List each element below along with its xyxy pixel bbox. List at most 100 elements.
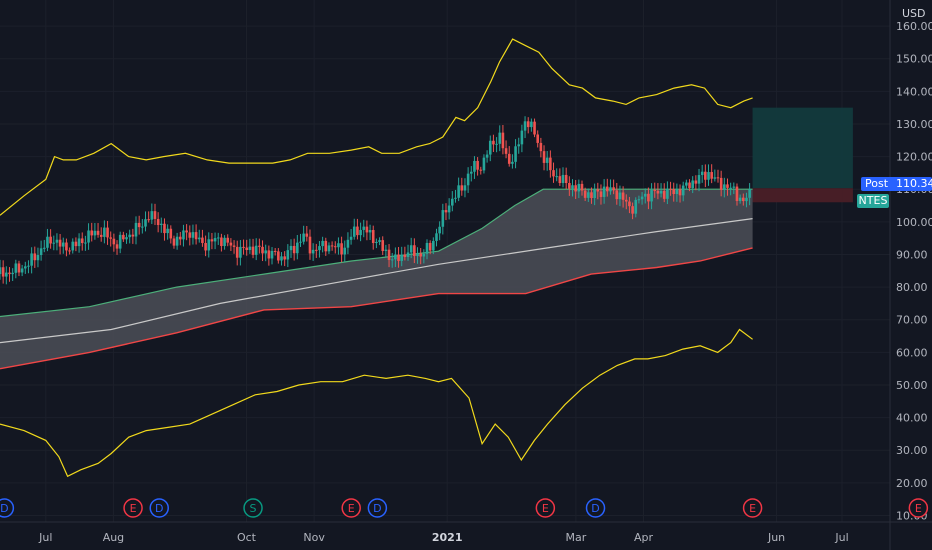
candle-body [669, 188, 672, 190]
candle-body [229, 242, 233, 246]
price-tick-label: 20.00 [896, 477, 928, 490]
candle-body [11, 272, 14, 275]
candle-body [394, 254, 397, 260]
candle-body [413, 245, 416, 257]
event-marker-circle [367, 498, 388, 518]
candle-body [609, 187, 612, 192]
candle-body [643, 193, 647, 197]
candle-body [39, 248, 43, 256]
candle-body [103, 227, 106, 237]
candle-body [349, 236, 353, 240]
candle-body [36, 255, 40, 261]
inner-lower-band-line [0, 247, 753, 370]
candle-body [296, 242, 299, 254]
stop-zone [752, 188, 853, 203]
candle-body [571, 185, 574, 189]
candle-body [561, 174, 565, 184]
candle-body [637, 199, 641, 201]
candle-body [568, 183, 571, 189]
candle-body [593, 189, 596, 199]
candle-body [631, 206, 634, 214]
candle-body [226, 237, 230, 243]
time-axis[interactable]: Jul Aug Oct Nov 2021 Mar Apr Jun Jul [38, 531, 848, 544]
candle-body [118, 234, 122, 249]
candle-body [647, 193, 650, 202]
candle-body [14, 263, 18, 273]
candle-body [305, 233, 309, 237]
candle-body [406, 252, 410, 258]
candle-body [182, 230, 185, 240]
candle-body [24, 266, 27, 269]
symbol-badge: NTES [857, 194, 889, 208]
candle-body [314, 249, 318, 251]
price-tick-label: 80.00 [896, 281, 928, 294]
candle-body [378, 240, 381, 242]
candle-body [485, 154, 489, 158]
candle-body [251, 246, 255, 255]
price-tick-label: 40.00 [896, 412, 928, 425]
candle-body [277, 251, 280, 261]
candle-body [640, 196, 644, 200]
candle-body [280, 256, 283, 261]
candle-body [542, 151, 546, 163]
candle-body [533, 121, 536, 135]
candle-body [115, 244, 119, 249]
candle-body [169, 228, 173, 239]
time-tick-label: Apr [634, 531, 654, 544]
candle-body [634, 199, 638, 214]
candle-body [432, 240, 435, 251]
candle-body [74, 241, 78, 247]
candle-body [141, 226, 144, 228]
candle-body [482, 157, 486, 171]
event-marker-letter: D [0, 502, 8, 515]
candle-body [514, 146, 517, 162]
candle-body [321, 240, 324, 247]
time-tick-label: 2021 [432, 531, 463, 544]
candle-body [160, 223, 163, 226]
candle-body [650, 190, 653, 202]
candle-body [602, 186, 606, 197]
event-marker-letter: E [915, 502, 922, 515]
candle-body [248, 246, 252, 251]
candle-body [318, 246, 321, 251]
candle-body [197, 237, 201, 240]
candle-body [188, 232, 192, 238]
event-marker-circle [535, 498, 556, 518]
candle-body [447, 205, 451, 213]
candle-body [333, 246, 337, 248]
candle-body [362, 226, 366, 230]
candle-body [201, 237, 204, 243]
candle-body [659, 190, 663, 194]
candle-body [61, 242, 65, 247]
candle-body [488, 140, 492, 155]
candle-body [122, 234, 125, 240]
candle-body [504, 148, 508, 154]
candle-body [204, 242, 207, 251]
candle-body [270, 250, 274, 259]
candle-body [466, 173, 470, 186]
candle-body [352, 226, 356, 237]
candle-body [292, 245, 296, 254]
projection-zones [752, 107, 853, 203]
candle-body [520, 130, 524, 145]
candle-body [194, 232, 198, 240]
candle-body [738, 197, 742, 201]
candle-body [605, 186, 609, 192]
candle-body [8, 272, 11, 275]
candle-body [368, 230, 372, 233]
time-tick-label: Jun [767, 531, 785, 544]
candle-body [286, 250, 290, 260]
candle-body [580, 183, 584, 191]
candle-body [624, 199, 628, 202]
candle-body [371, 230, 375, 244]
currency-label[interactable]: USD [902, 7, 926, 20]
candle-body [131, 234, 135, 237]
candle-body [653, 190, 657, 192]
candle-body [46, 236, 49, 248]
candle-body [558, 176, 562, 184]
price-tick-label: 90.00 [896, 248, 928, 261]
candle-body [438, 226, 441, 234]
candle-body [210, 239, 214, 242]
